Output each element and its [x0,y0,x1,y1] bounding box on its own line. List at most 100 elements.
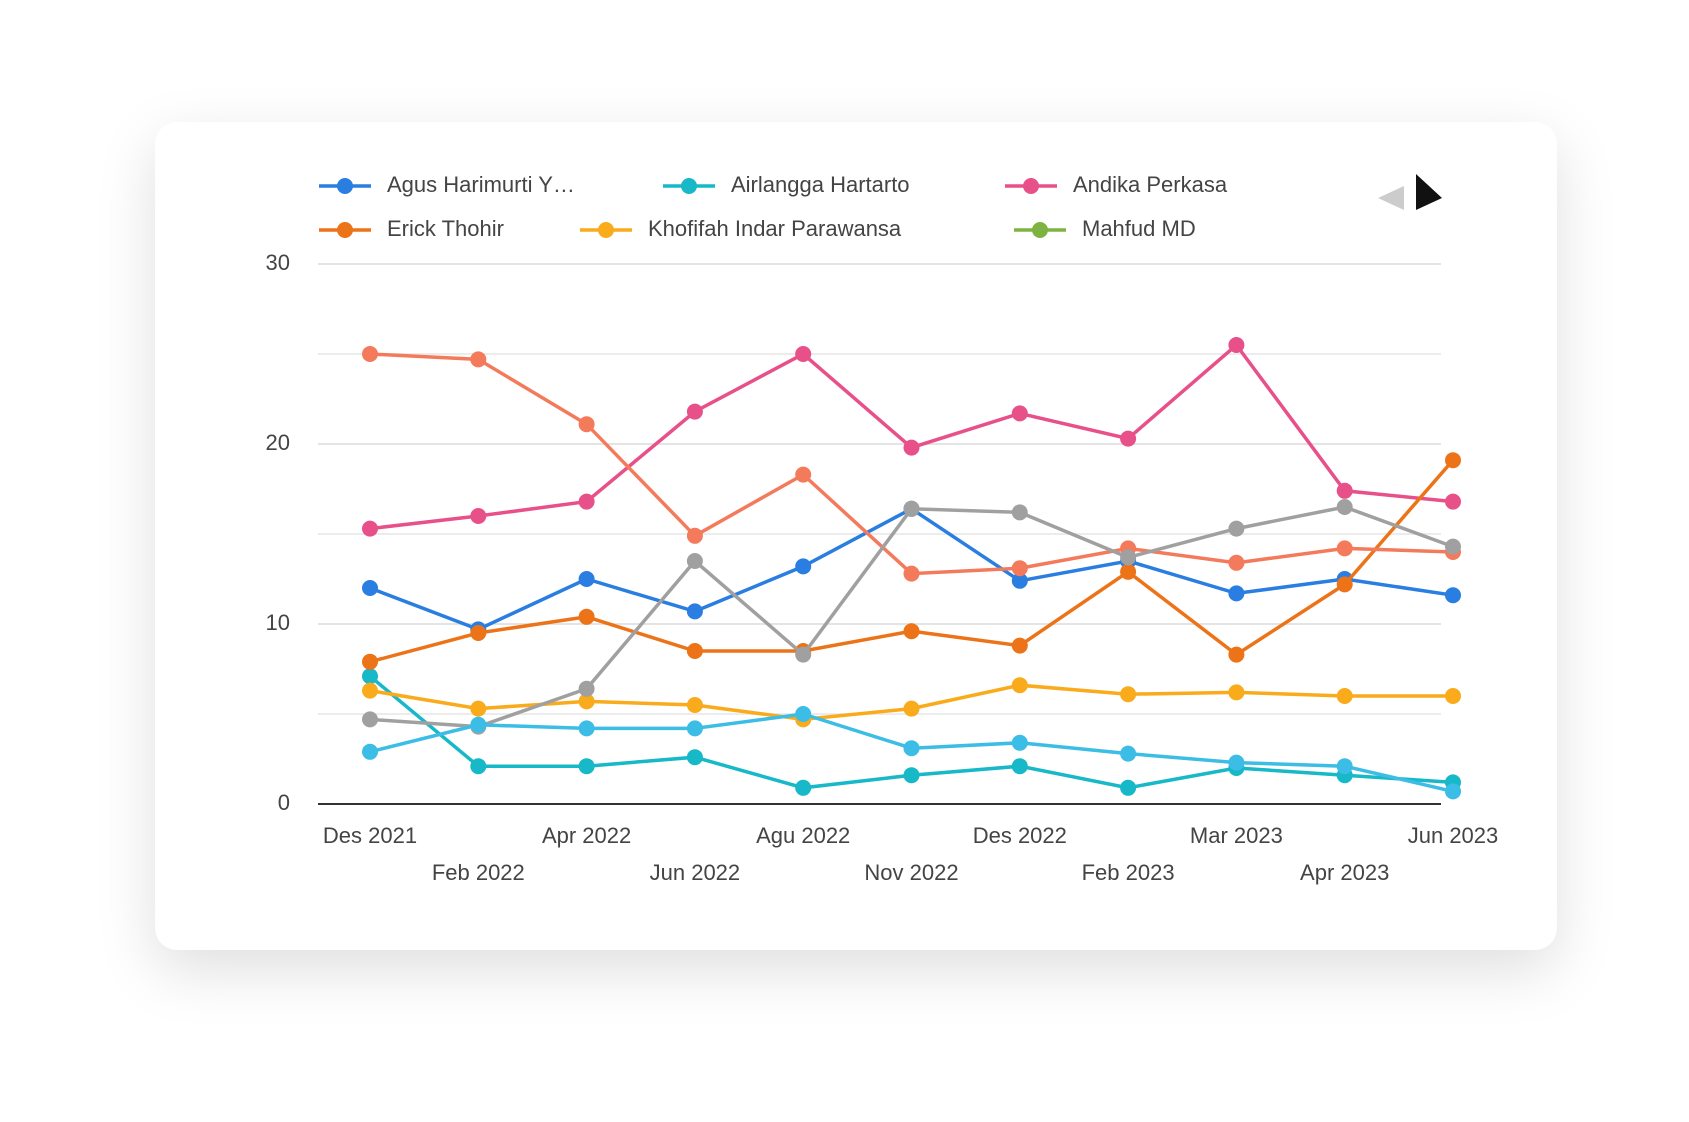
data-point [1228,337,1245,353]
data-point [470,625,487,641]
data-point [686,403,703,420]
x-tick-label: Feb 2023 [1082,860,1175,885]
data-point [578,493,595,510]
x-tick-label: Nov 2022 [864,860,958,885]
data-point [795,466,812,483]
data-point [1228,520,1245,537]
y-tick-label: 10 [266,610,290,635]
data-point [686,720,703,737]
data-point [578,720,595,737]
data-point [903,500,920,517]
legend-label: Erick Thohir [387,216,504,241]
data-point [1011,758,1028,775]
data-point [1228,646,1245,663]
data-point [1336,758,1353,775]
legend-label: Khofifah Indar Parawansa [648,216,902,241]
data-point [470,508,487,524]
legend-label: Andika Perkasa [1073,172,1228,197]
data-point [1011,560,1028,577]
data-point [1336,688,1353,704]
chart-card [155,122,1557,950]
legend-swatch-dot [598,222,614,238]
data-point [903,767,920,784]
data-point [686,643,703,659]
legend-label: Mahfud MD [1082,216,1196,241]
x-tick-label: Des 2021 [323,823,417,848]
data-point [578,416,595,433]
x-tick-label: Mar 2023 [1190,823,1283,848]
legend-swatch-dot [1023,178,1039,194]
data-point [1120,563,1137,580]
data-point [903,439,920,456]
data-point [362,711,378,728]
x-tick-label: Feb 2022 [432,860,525,885]
x-tick-label: Agu 2022 [756,823,850,848]
data-point [362,346,378,362]
data-point [578,571,595,587]
data-point [1336,540,1353,557]
data-point [686,527,703,544]
y-tick-label: 20 [266,430,290,455]
data-point [1336,576,1353,593]
data-point [362,653,378,670]
data-point [686,553,703,569]
data-point [578,758,595,775]
data-point [578,608,595,625]
data-point [470,716,487,733]
data-point [1011,572,1028,589]
next-page-arrow[interactable] [1416,174,1442,210]
data-point [1011,734,1028,751]
x-tick-label: Jun 2022 [650,860,741,885]
data-point [578,680,595,697]
data-point [1228,684,1245,701]
data-point [903,565,920,582]
data-point [362,520,378,537]
data-point [903,740,920,757]
data-point [686,697,703,713]
prev-page-arrow[interactable] [1378,186,1404,210]
data-point [1120,745,1137,762]
data-point [578,693,595,710]
x-tick-label: Apr 2023 [1300,860,1389,885]
data-point [1336,482,1353,499]
data-point [1120,430,1137,447]
data-point [1445,783,1461,800]
data-point [1011,504,1028,521]
data-point [362,743,378,760]
data-point [362,668,378,685]
data-point [1228,585,1245,602]
data-point [1120,686,1137,703]
data-point [795,346,812,362]
data-point [470,758,487,775]
data-point [1445,452,1461,469]
data-point [1228,554,1245,571]
data-point [362,580,378,596]
data-point [1445,493,1461,510]
data-point [903,623,920,640]
data-point [1445,538,1461,555]
legend-swatch-dot [1032,222,1048,238]
data-point [1120,549,1137,566]
series-line [369,352,1454,576]
data-point [1445,688,1461,704]
legend-label: Agus Harimurti Y… [387,172,575,197]
x-tick-label: Des 2022 [973,823,1067,848]
data-point [1120,779,1137,796]
data-point [686,603,703,620]
legend-swatch-dot [337,178,353,194]
data-point [1445,587,1461,604]
legend-swatch-dot [681,178,697,194]
data-point [1336,499,1353,515]
x-tick-label: Apr 2022 [542,823,631,848]
data-point [795,706,812,722]
x-tick-label: Jun 2023 [1408,823,1499,848]
data-point [1011,405,1028,422]
y-tick-label: 30 [266,250,290,275]
data-point [1011,677,1028,694]
data-point [903,700,920,717]
legend-label: Airlangga Hartarto [731,172,910,197]
data-point [795,779,812,796]
data-point [1228,754,1245,771]
